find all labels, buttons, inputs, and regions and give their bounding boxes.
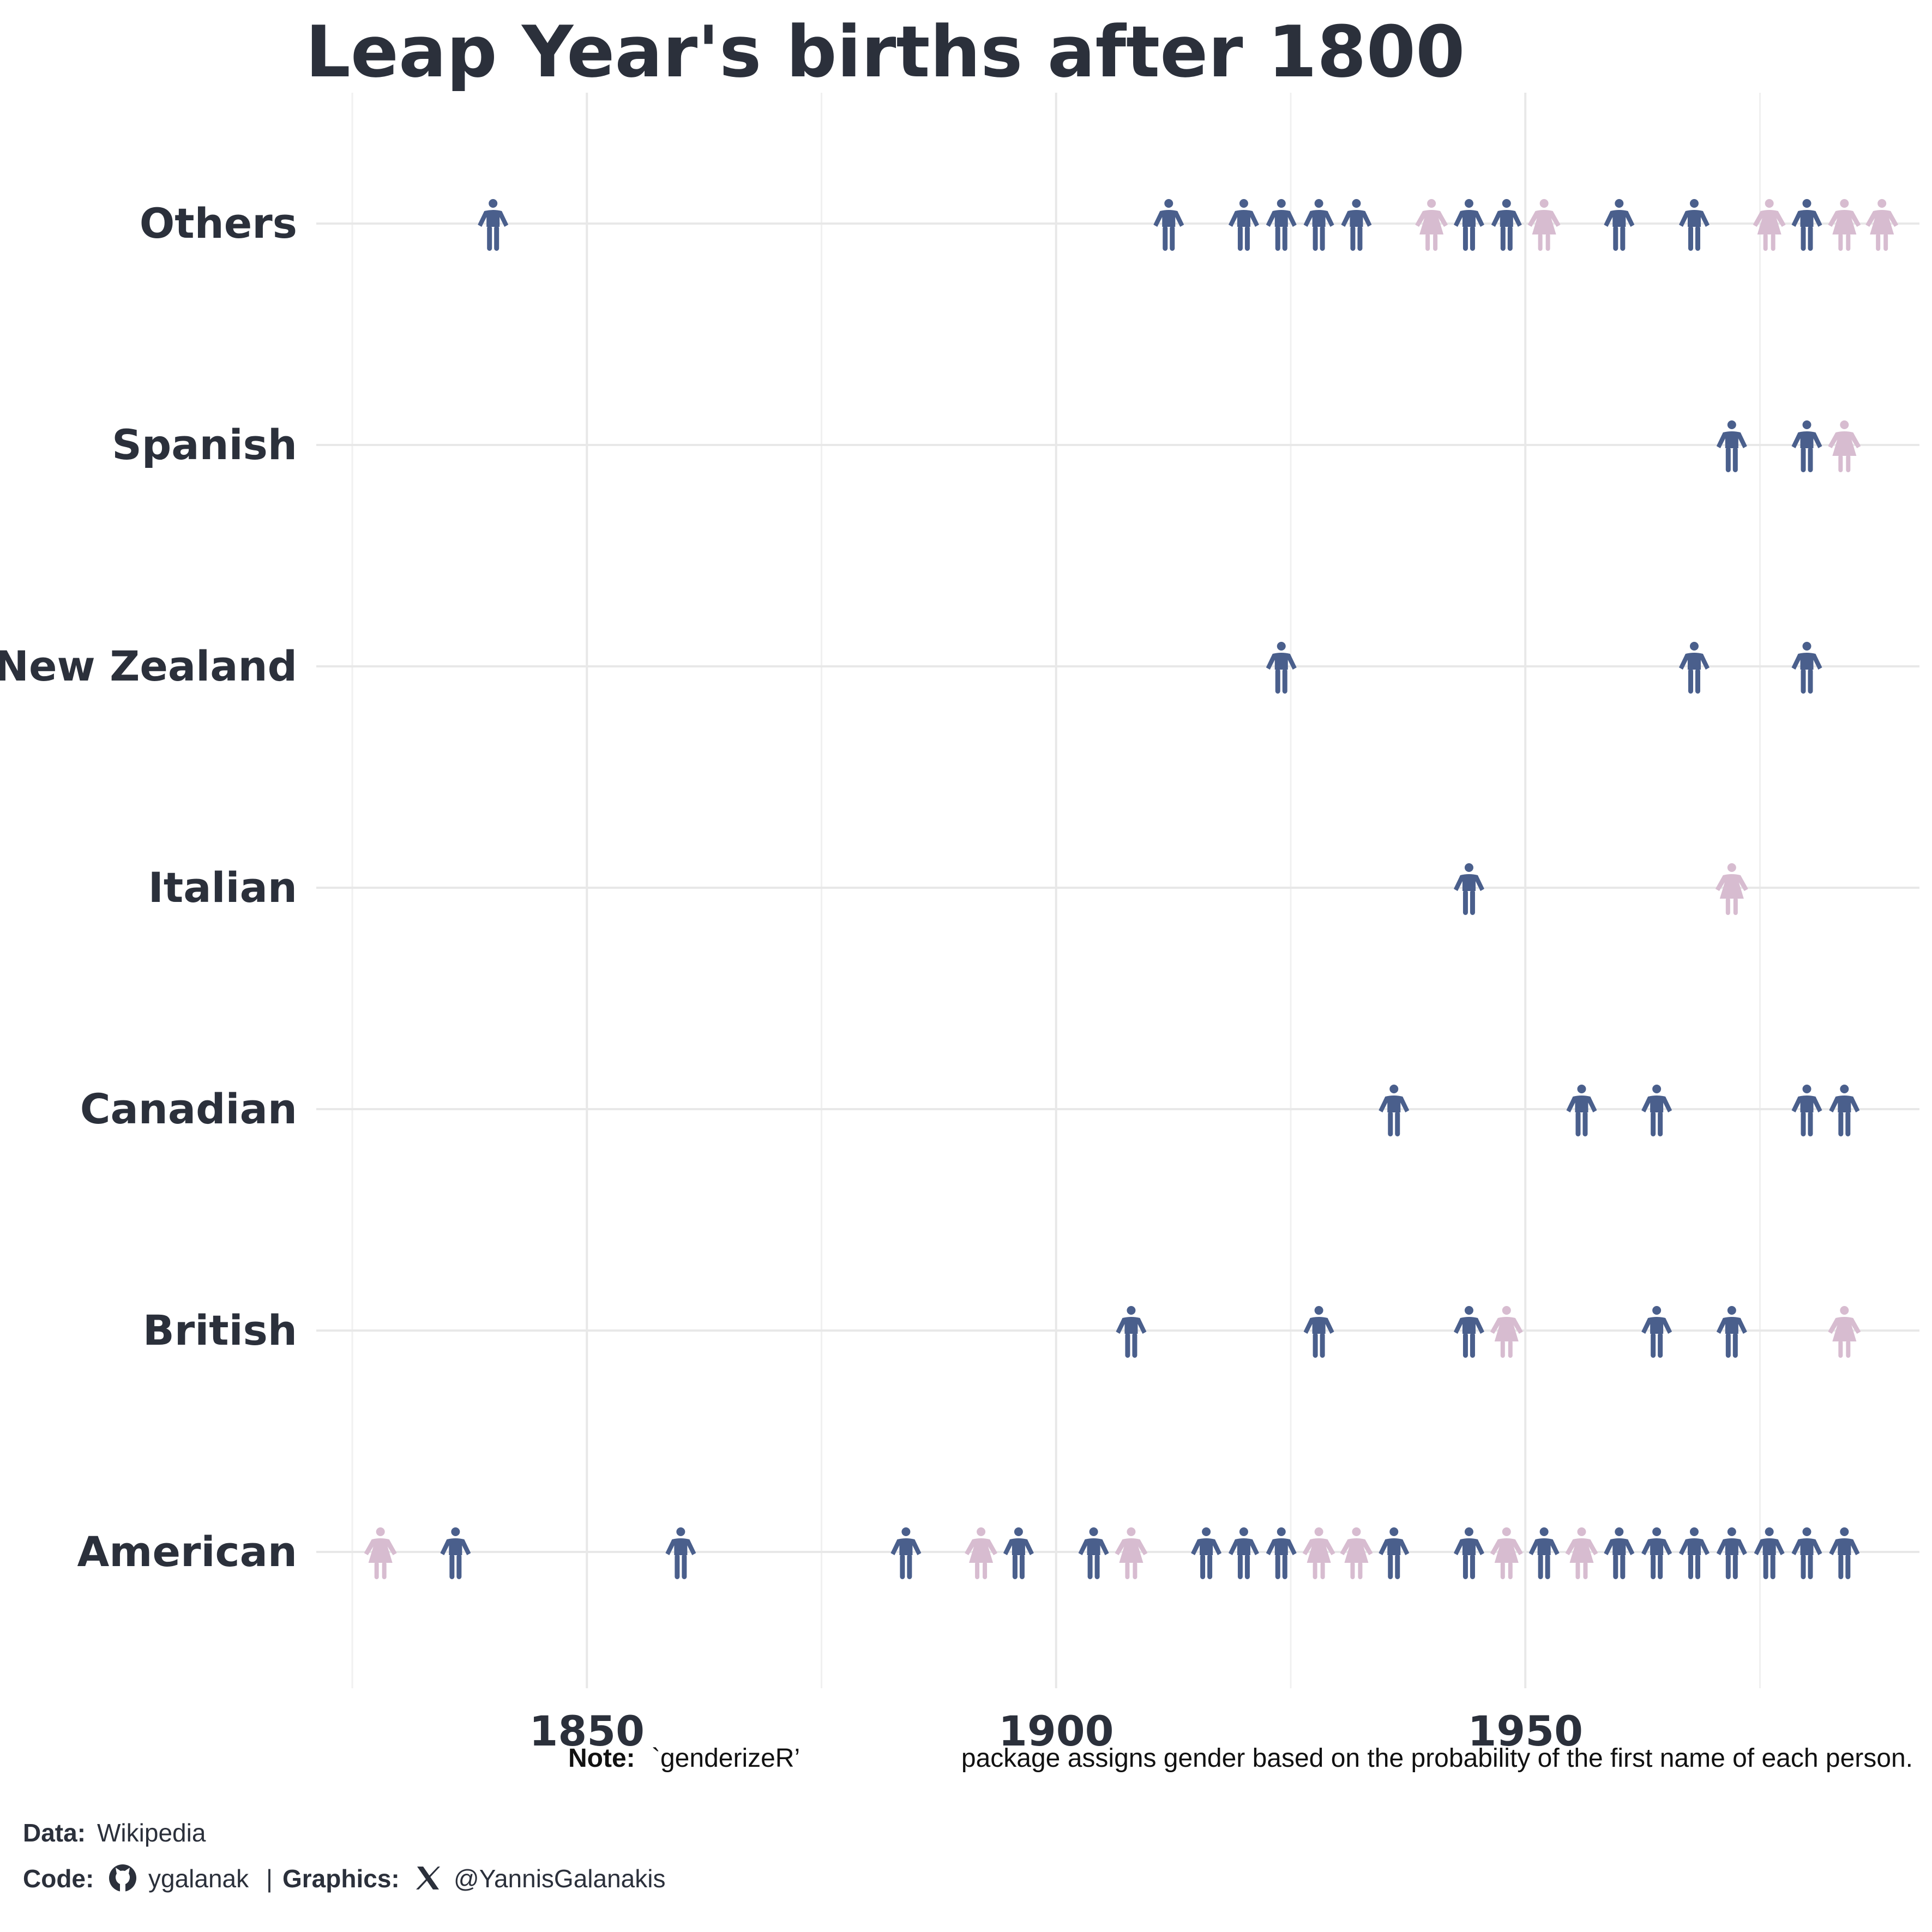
chart-title: Leap Year's births after 1800 [305, 10, 1465, 93]
x-tick-label: 1900 [998, 1707, 1114, 1755]
y-tick-label: Others [140, 199, 297, 248]
male-person-icon [1453, 1527, 1484, 1579]
x-axis-labels: 1850 1900 1950 [529, 1707, 1583, 1755]
male-person-icon [1266, 1527, 1297, 1579]
caption: Data: Wikipedia Code: ygalanak | Graphic… [23, 1819, 665, 1893]
male-person-icon [1453, 863, 1484, 915]
note-code: `genderizeR’ [652, 1744, 800, 1773]
caption-separator: | [266, 1864, 273, 1893]
female-person-icon [1302, 1527, 1335, 1579]
male-person-icon [1604, 1527, 1635, 1579]
female-person-icon [1865, 199, 1899, 251]
male-person-icon [1303, 1306, 1334, 1358]
male-person-icon [1566, 1085, 1597, 1136]
female-person-icon [1115, 1527, 1148, 1579]
note: Note: `genderizeR’ package assigns gende… [568, 1744, 1913, 1773]
male-person-icon [1528, 1527, 1560, 1579]
male-person-icon [1491, 199, 1522, 251]
y-tick-label: Italian [148, 863, 297, 912]
female-person-icon [1828, 199, 1861, 251]
y-axis-labels: Others Spanish New Zealand Italian Canadian B… [0, 199, 297, 1576]
x-icon [416, 1867, 440, 1889]
female-person-icon [1340, 1527, 1373, 1579]
y-tick-label: American [77, 1527, 297, 1576]
male-person-icon [1379, 1085, 1410, 1136]
female-person-icon [1828, 1306, 1861, 1358]
caption-data-value: Wikipedia [97, 1819, 206, 1847]
male-person-icon [1791, 642, 1822, 694]
female-person-icon [364, 1527, 397, 1579]
female-person-icon [1527, 199, 1561, 251]
y-tick-label: New Zealand [0, 642, 297, 690]
note-text: package assigns gender based on the prob… [961, 1744, 1913, 1773]
female-person-icon [1490, 1527, 1523, 1579]
caption-code-value: ygalanak [148, 1864, 249, 1893]
male-person-icon [1191, 1527, 1222, 1579]
male-person-icon [1453, 199, 1484, 251]
male-person-icon [1641, 1085, 1672, 1136]
y-tick-label: Spanish [112, 420, 297, 469]
male-person-icon [1754, 1527, 1785, 1579]
male-person-icon [1829, 1527, 1860, 1579]
x-tick-label: 1850 [529, 1707, 645, 1755]
male-person-icon [1341, 199, 1372, 251]
male-person-icon [1116, 1306, 1147, 1358]
female-person-icon [1715, 863, 1748, 915]
male-person-icon [1791, 420, 1822, 472]
male-person-icon [1829, 1085, 1860, 1136]
male-person-icon [1791, 1085, 1822, 1136]
male-person-icon [1678, 1527, 1710, 1579]
female-person-icon [1828, 420, 1861, 472]
male-person-icon [1716, 1527, 1747, 1579]
note-label: Note: [568, 1744, 635, 1773]
male-person-icon [1266, 199, 1297, 251]
female-person-icon [1565, 1527, 1598, 1579]
male-person-icon [1003, 1527, 1034, 1579]
male-person-icon [1791, 199, 1822, 251]
male-person-icon [1678, 642, 1710, 694]
male-person-icon [1604, 199, 1635, 251]
male-person-icon [1228, 199, 1259, 251]
x-tick-label: 1950 [1467, 1707, 1583, 1755]
caption-graphics-label: Graphics: [282, 1864, 400, 1893]
female-person-icon [1753, 199, 1786, 251]
male-person-icon [1641, 1306, 1672, 1358]
female-person-icon [965, 1527, 998, 1579]
male-person-icon [1379, 1527, 1410, 1579]
male-person-icon [890, 1527, 922, 1579]
male-person-icon [1716, 420, 1747, 472]
male-person-icon [1153, 199, 1184, 251]
y-tick-label: British [143, 1306, 297, 1355]
male-person-icon [1453, 1306, 1484, 1358]
male-person-icon [1266, 642, 1297, 694]
male-person-icon [1228, 1527, 1259, 1579]
male-person-icon [1641, 1527, 1672, 1579]
caption-data-label: Data: [23, 1819, 86, 1847]
male-person-icon [1791, 1527, 1822, 1579]
male-person-icon [1716, 1306, 1747, 1358]
caption-code-label: Code: [23, 1864, 94, 1893]
male-person-icon [1678, 199, 1710, 251]
female-person-icon [1415, 199, 1448, 251]
male-person-icon [1303, 199, 1334, 251]
female-person-icon [1490, 1306, 1523, 1358]
male-person-icon [1078, 1527, 1109, 1579]
male-person-icon [665, 1527, 696, 1579]
male-person-icon [440, 1527, 471, 1579]
github-icon [109, 1864, 136, 1892]
male-person-icon [478, 199, 509, 251]
caption-graphics-value: @YannisGalanakis [454, 1864, 665, 1893]
y-tick-label: Canadian [80, 1085, 297, 1133]
person-marks [364, 199, 1899, 1579]
